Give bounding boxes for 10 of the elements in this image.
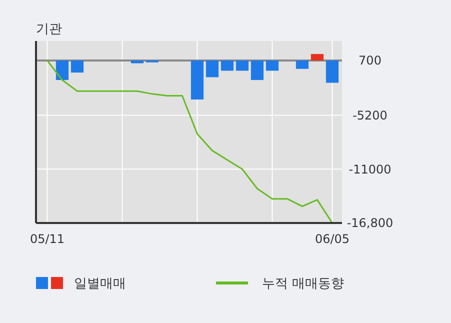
x-tick-label: 06/05 [314,232,350,246]
legend-label: 누적 매매동향 [262,276,344,292]
x-tick-label: 05/11 [30,232,65,246]
y-tick-label: -11000 [348,162,392,176]
legend-label: 일별매매 [74,276,126,292]
y-tick-label: -5200 [352,108,388,122]
y-tick-label: 700 [358,54,382,68]
y-tick-label: -16,800 [346,216,394,230]
line-series [46,60,333,224]
chart-title: 기관 [36,22,62,37]
